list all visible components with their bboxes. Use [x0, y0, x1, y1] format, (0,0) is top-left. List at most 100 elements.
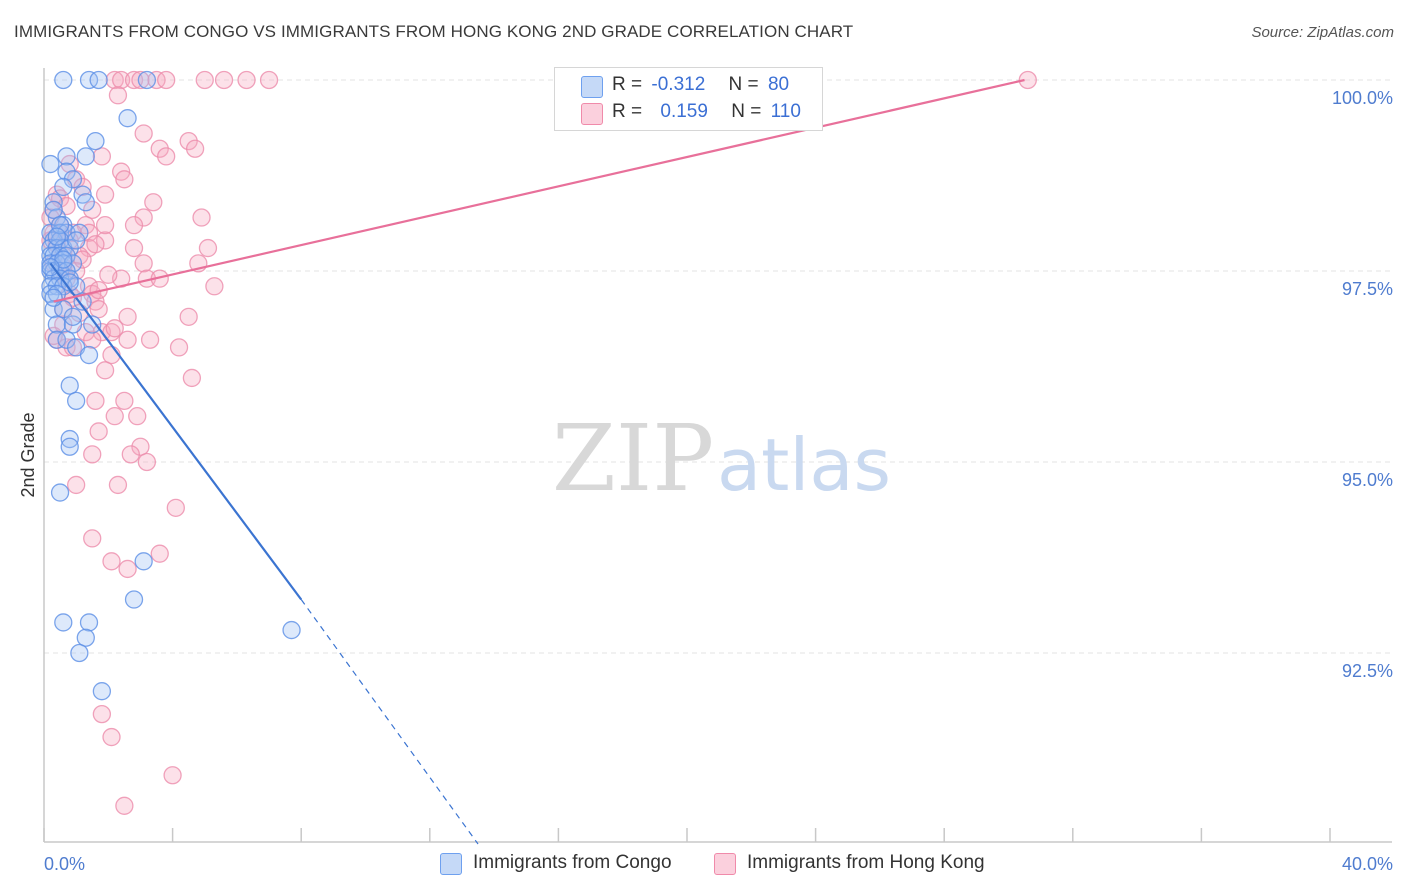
congo-point: [41, 258, 60, 277]
hong-kong-point: [105, 407, 124, 426]
hong-kong-point: [131, 437, 150, 456]
congo-point: [50, 483, 70, 502]
congo-point: [47, 227, 67, 246]
watermark-zip: ZIP: [552, 405, 714, 512]
legend-swatch-congo: [581, 76, 603, 98]
bottom-legend-swatch-hong-kong: [714, 853, 736, 875]
hong-kong-point: [115, 796, 134, 815]
hong-kong-point: [131, 70, 150, 90]
congo-point: [70, 643, 89, 663]
trend-line-hong-kong: [53, 78, 1025, 303]
hong-kong-point: [237, 70, 256, 90]
hong-kong-point: [192, 208, 211, 227]
legend-swatch-hong-kong: [581, 103, 603, 125]
hong-kong-point: [147, 70, 166, 90]
legend-box: R = -0.312 N = 80 R = 0.159 N = 110: [554, 67, 823, 131]
hong-kong-point: [144, 193, 163, 212]
source-label: Source: ZipAtlas.com: [1251, 24, 1394, 41]
congo-point: [47, 330, 67, 349]
legend-n-label: N =: [731, 101, 762, 122]
hong-kong-point: [124, 216, 144, 235]
hong-kong-point: [102, 552, 121, 571]
hong-kong-point: [140, 330, 160, 349]
congo-point: [54, 177, 73, 197]
hong-kong-point: [124, 238, 144, 258]
hong-kong-point: [95, 231, 115, 250]
hong-kong-point: [137, 452, 157, 472]
hong-kong-point: [118, 307, 137, 326]
hong-kong-point: [73, 177, 92, 197]
hong-kong-point: [89, 300, 108, 319]
congo-point: [79, 70, 99, 90]
tick-labels: 92.5% 95.0% 97.5% 100.0% 0.0% 40.0%: [44, 88, 1393, 874]
hong-kong-point: [198, 238, 218, 258]
watermark: ZIP atlas: [552, 405, 891, 512]
chart-title: IMMIGRANTS FROM CONGO VS IMMIGRANTS FROM…: [14, 22, 854, 41]
congo-point: [86, 131, 105, 151]
hong-kong-point: [83, 445, 102, 464]
hong-kong-point: [83, 330, 102, 349]
hong-kong-point: [128, 407, 147, 426]
congo-point: [79, 345, 99, 365]
congo-point: [67, 231, 86, 250]
congo-point: [124, 590, 144, 609]
x-tick-label-max: 40.0%: [1342, 854, 1393, 874]
hong-kong-point: [169, 338, 189, 357]
y-tick-label: 97.5%: [1342, 279, 1393, 299]
hong-kong-point: [92, 147, 112, 166]
y-tick-label: 95.0%: [1342, 470, 1393, 490]
congo-point: [83, 315, 102, 334]
hong-kong-point: [67, 475, 86, 495]
congo-point: [60, 376, 79, 395]
hong-kong-point: [118, 330, 137, 349]
hong-kong-point: [185, 139, 205, 158]
hong-kong-point: [134, 124, 153, 143]
legend-n-label: N =: [728, 74, 759, 95]
congo-point: [73, 292, 92, 311]
hong-kong-point: [95, 361, 115, 380]
congo-point: [79, 613, 99, 632]
congo-point: [63, 307, 83, 326]
hong-kong-point: [95, 216, 115, 235]
hong-kong-point: [157, 147, 176, 166]
congo-point: [63, 170, 83, 189]
trend-lines: [49, 78, 1025, 845]
axes: [43, 68, 1392, 843]
congo-point: [76, 193, 95, 212]
hong-kong-point: [163, 766, 182, 785]
congo-point: [60, 437, 79, 456]
hong-kong-point: [95, 185, 115, 204]
hong-kong-point: [108, 86, 128, 105]
congo-point: [76, 628, 95, 647]
hong-kong-point: [86, 235, 105, 254]
legend-text-hong-kong: R = 0.159 N = 110: [612, 101, 801, 123]
hong-kong-point: [157, 70, 176, 90]
hong-kong-point: [105, 70, 124, 90]
legend-r-value: -0.312: [651, 74, 706, 95]
congo-point: [57, 330, 76, 349]
x-tick-label-min: 0.0%: [44, 854, 85, 874]
hong-kong-point: [86, 391, 105, 411]
hong-kong-point: [124, 70, 144, 90]
hong-kong-point: [57, 338, 76, 357]
hong-kong-point: [121, 445, 140, 464]
congo-point: [57, 147, 76, 166]
congo-point: [54, 70, 73, 90]
y-axis-label: 2nd Grade: [18, 412, 38, 497]
congo-point: [137, 70, 157, 90]
congo-point: [134, 552, 153, 571]
congo-point: [44, 200, 63, 220]
legend-text-congo: R = -0.312 N = 80: [612, 74, 789, 96]
hong-kong-point: [102, 727, 121, 747]
hong-kong-point: [195, 70, 214, 90]
y-tick-label: 92.5%: [1342, 661, 1393, 681]
congo-point: [50, 216, 70, 235]
hong-kong-point: [112, 70, 131, 90]
legend-r-value: 0.159: [660, 101, 708, 122]
congo-point: [63, 315, 83, 334]
hong-kong-point: [83, 529, 102, 548]
hong-kong-point: [214, 70, 234, 90]
bottom-legend-swatch-congo: [440, 853, 462, 875]
hong-kong-point: [150, 544, 169, 563]
bottom-legend-label-hong-kong: Immigrants from Hong Kong: [747, 852, 985, 873]
